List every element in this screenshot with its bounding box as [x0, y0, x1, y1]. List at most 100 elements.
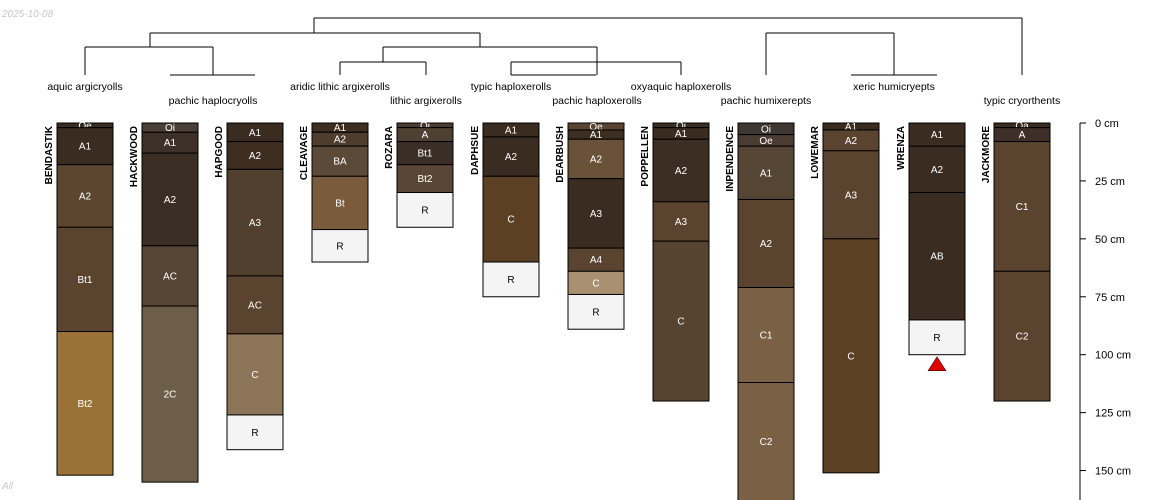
- horizon-block: [908, 319, 966, 356]
- horizon-label: A1: [931, 130, 944, 141]
- horizon-block: [226, 141, 284, 170]
- horizon-label: A1: [79, 142, 92, 153]
- horizon-label: Bt1: [77, 275, 92, 286]
- horizon-label: A2: [79, 191, 92, 202]
- horizon-label: C: [507, 215, 514, 226]
- taxon-label: aridic lithic argixerolls: [290, 81, 390, 93]
- horizon-block: [396, 164, 454, 194]
- horizon-label: A2: [249, 151, 262, 162]
- horizon-label: Bt2: [417, 174, 432, 185]
- horizon-label: R: [251, 428, 258, 439]
- horizon-label: Oa: [1015, 121, 1029, 132]
- depth-tick-label: 75 cm: [1095, 292, 1125, 304]
- horizon-label: R: [592, 307, 599, 318]
- depth-tick-label: 0 cm: [1095, 118, 1119, 130]
- horizon-block: [226, 414, 284, 451]
- horizon-block: [226, 333, 284, 416]
- horizon-block: [822, 150, 880, 240]
- depth-marker: [927, 356, 947, 371]
- profile-name: DEARBUSH: [555, 126, 566, 183]
- horizon-label: 2C: [164, 390, 177, 401]
- horizon-block: [908, 192, 966, 321]
- horizon-label: A2: [845, 136, 858, 147]
- taxon-label: pachic haplocryolls: [169, 95, 258, 107]
- horizon-label: A3: [590, 209, 603, 220]
- horizon-block: [737, 287, 795, 384]
- profile-name: WRENZA: [896, 126, 907, 170]
- horizon-label: R: [421, 205, 428, 216]
- depth-tick-label: 150 cm: [1095, 466, 1131, 478]
- taxon-label: aquic argicryolls: [47, 81, 122, 93]
- profile-name: ROZARA: [384, 126, 395, 169]
- horizon-label: Bt: [335, 198, 345, 209]
- profile-name: INPENDENCE: [725, 126, 736, 192]
- horizon-label: A1: [675, 129, 688, 140]
- horizon-label: C2: [1016, 332, 1029, 343]
- horizon-label: AC: [163, 271, 177, 282]
- horizon-label: R: [933, 333, 940, 344]
- horizon-label: A2: [590, 154, 603, 165]
- horizon-label: C: [847, 351, 854, 362]
- profile-name: DAPHSUE: [470, 126, 481, 175]
- taxon-label: pachic haploxerolls: [552, 95, 641, 107]
- taxon-label: pachic humixerepts: [721, 95, 811, 107]
- profile-name: BENDASTIK: [44, 125, 55, 184]
- horizon-label: R: [336, 241, 343, 252]
- horizon-label: A1: [164, 138, 177, 149]
- horizon-block: [482, 261, 540, 298]
- taxon-label: typic cryorthents: [984, 95, 1060, 107]
- horizon-block: [396, 192, 454, 228]
- horizon-block: [141, 245, 199, 307]
- horizon-label: A2: [931, 165, 944, 176]
- horizon-label: A1: [249, 128, 262, 139]
- horizon-block: [56, 164, 114, 228]
- depth-tick-label: 50 cm: [1095, 234, 1125, 246]
- horizon-block: [226, 275, 284, 335]
- horizon-label: AC: [248, 300, 262, 311]
- horizon-label: A3: [845, 190, 858, 201]
- horizon-block: [567, 293, 625, 330]
- taxon-label: lithic argixerolls: [390, 95, 462, 107]
- horizon-block: [56, 226, 114, 333]
- profile-name: LOWEMAR: [810, 125, 821, 179]
- horizon-label: Oe: [759, 136, 773, 147]
- horizon-label: A2: [334, 135, 347, 146]
- horizon-label: A4: [590, 255, 603, 266]
- depth-tick-label: 100 cm: [1095, 350, 1131, 362]
- horizon-block: [993, 141, 1051, 272]
- profile-name: CLEAVAGE: [299, 126, 310, 180]
- profile-name: POPPELLEN: [640, 126, 651, 187]
- horizon-label: Oe: [78, 121, 92, 132]
- horizon-block: [311, 175, 369, 231]
- horizon-label: Bt1: [417, 149, 432, 160]
- horizon-label: Oe: [589, 122, 603, 133]
- horizon-label: C2: [760, 437, 773, 448]
- horizon-label: A1: [760, 168, 773, 179]
- horizon-label: C: [592, 278, 599, 289]
- horizon-label: C: [677, 317, 684, 328]
- horizon-block: [652, 138, 710, 203]
- taxon-label: oxyaquic haploxerolls: [631, 81, 731, 93]
- horizon-label: Oi: [165, 123, 175, 134]
- horizon-label: A2: [760, 239, 773, 250]
- profile-name: HACKWOOD: [129, 126, 140, 187]
- horizon-label: Bt2: [77, 399, 92, 410]
- horizon-label: A2: [505, 152, 518, 163]
- horizon-label: A: [422, 130, 429, 141]
- horizon-block: [737, 382, 795, 500]
- horizon-label: R: [507, 275, 514, 286]
- horizon-block: [226, 168, 284, 277]
- date-label: 2025-10-08: [2, 9, 54, 20]
- horizon-label: AB: [930, 252, 944, 263]
- horizon-label: C1: [1016, 202, 1029, 213]
- horizon-label: C1: [760, 331, 773, 342]
- horizon-block: [56, 331, 114, 476]
- depth-tick-label: 125 cm: [1095, 408, 1131, 420]
- horizon-block: [993, 270, 1051, 402]
- horizon-block: [311, 229, 369, 263]
- profile-name: HAPGOOD: [214, 126, 225, 178]
- profile-name: JACKMORE: [981, 126, 992, 184]
- horizon-label: A1: [845, 122, 858, 133]
